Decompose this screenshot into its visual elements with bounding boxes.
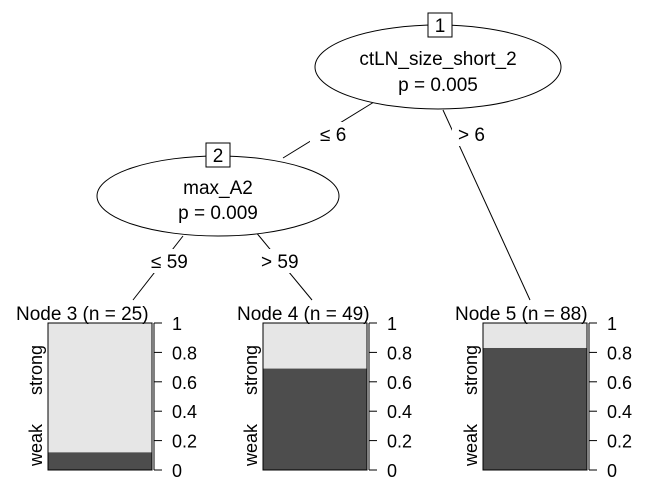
class-label-weak: weak [241, 423, 261, 467]
y-tick-label: 0 [172, 461, 182, 479]
node-2-variable: max_A2 [183, 178, 253, 199]
y-tick-label: 1 [607, 314, 617, 334]
y-tick-label: 0.4 [387, 402, 412, 422]
bar-weak-node-3 [48, 452, 152, 470]
node-2-id-box [205, 142, 231, 168]
class-label-weak: weak [461, 423, 481, 467]
y-tick-label: 0.2 [607, 432, 632, 452]
y-tick-label: 0 [607, 461, 617, 479]
y-tick-label: 0.6 [172, 373, 197, 393]
node-2-pvalue: p = 0.009 [178, 203, 258, 224]
bar-outline-node-3 [47, 322, 153, 471]
bar-strong-node-3 [48, 323, 152, 453]
bar-weak-node-4 [263, 368, 367, 470]
bar-outline-node-4 [262, 322, 368, 471]
y-tick-label: 0.8 [172, 343, 197, 363]
terminal-node-title: Node 4 (n = 49) [237, 304, 370, 325]
edge-label-n1-right: > 6 [458, 125, 485, 146]
edge-label-n2-left: ≤ 59 [151, 252, 188, 273]
class-label-strong: strong [241, 345, 261, 395]
terminal-nodes: Node 3 (n = 25) 1 0.8 0.6 0.4 0.2 0 strong weak N… [16, 304, 632, 479]
y-tick-label: 0 [387, 461, 397, 479]
class-label-strong: strong [26, 345, 46, 395]
edge-label-n1-left: ≤ 6 [320, 125, 346, 146]
node-1-id-box [427, 12, 453, 38]
y-tick-label: 0.6 [387, 373, 412, 393]
bar-strong-node-4 [263, 323, 367, 369]
bar-strong-node-5 [483, 323, 587, 348]
terminal-node-title: Node 5 (n = 88) [455, 304, 588, 325]
y-tick-label: 1 [172, 314, 182, 334]
node-1-id: 1 [435, 16, 446, 37]
y-tick-label: 0.4 [172, 402, 197, 422]
y-tick-label: 0.2 [172, 432, 197, 452]
node-2-id: 2 [213, 146, 224, 167]
edge-label-n2-right: > 59 [261, 252, 299, 273]
terminal-node-title: Node 3 (n = 25) [16, 304, 149, 325]
y-tick-label: 0.8 [387, 343, 412, 363]
bar-outline-node-5 [482, 322, 588, 471]
bar-weak-node-5 [483, 347, 587, 470]
y-tick-label: 0.8 [607, 343, 632, 363]
class-label-strong: strong [461, 345, 481, 395]
y-tick-label: 1 [387, 314, 397, 334]
y-tick-label: 0.2 [387, 432, 412, 452]
y-tick-label: 0.6 [607, 373, 632, 393]
node-1-pvalue: p = 0.005 [398, 75, 478, 96]
node-1-variable: ctLN_size_short_2 [359, 49, 516, 70]
class-label-weak: weak [26, 423, 46, 467]
y-tick-label: 0.4 [607, 402, 632, 422]
